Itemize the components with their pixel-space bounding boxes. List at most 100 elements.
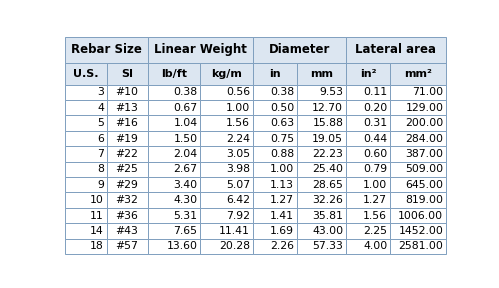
Text: 1.00: 1.00 <box>226 103 250 113</box>
Text: 1006.00: 1006.00 <box>398 211 443 221</box>
Text: 2581.00: 2581.00 <box>398 241 443 251</box>
Text: Rebar Size: Rebar Size <box>71 43 142 56</box>
Bar <box>200 177 252 192</box>
Bar <box>346 208 390 223</box>
Text: 509.00: 509.00 <box>405 164 443 175</box>
Text: 645.00: 645.00 <box>405 180 443 190</box>
Text: 11.41: 11.41 <box>219 226 250 236</box>
Text: 6: 6 <box>97 134 104 144</box>
Text: 32.26: 32.26 <box>312 195 343 205</box>
Text: 0.63: 0.63 <box>270 118 294 128</box>
Text: 0.79: 0.79 <box>363 164 387 175</box>
Text: 200.00: 200.00 <box>405 118 443 128</box>
Bar <box>297 146 346 162</box>
Text: Lateral area: Lateral area <box>355 43 437 56</box>
Text: 4: 4 <box>97 103 104 113</box>
Text: 43.00: 43.00 <box>312 226 343 236</box>
Text: 4.30: 4.30 <box>173 195 198 205</box>
Bar <box>65 115 106 131</box>
Bar <box>390 131 446 146</box>
Text: 3: 3 <box>97 87 104 97</box>
Bar <box>346 37 446 63</box>
Text: #13: #13 <box>116 103 139 113</box>
Bar <box>200 223 252 239</box>
Text: 129.00: 129.00 <box>405 103 443 113</box>
Text: SI: SI <box>121 69 133 79</box>
Bar <box>297 162 346 177</box>
Bar <box>297 100 346 115</box>
Bar <box>346 85 390 100</box>
Bar <box>65 146 106 162</box>
Bar <box>297 115 346 131</box>
Bar <box>65 208 106 223</box>
Bar <box>148 63 200 85</box>
Text: 1452.00: 1452.00 <box>398 226 443 236</box>
Text: 28.65: 28.65 <box>312 180 343 190</box>
Bar <box>252 146 297 162</box>
Bar <box>148 192 200 208</box>
Text: 2.04: 2.04 <box>173 149 198 159</box>
Bar <box>65 223 106 239</box>
Bar <box>390 63 446 85</box>
Bar <box>65 63 106 85</box>
Bar <box>346 131 390 146</box>
Bar <box>252 85 297 100</box>
Bar <box>297 223 346 239</box>
Text: Linear Weight: Linear Weight <box>154 43 247 56</box>
Bar <box>346 100 390 115</box>
Bar <box>390 146 446 162</box>
Text: 1.13: 1.13 <box>270 180 294 190</box>
Text: 11: 11 <box>90 211 104 221</box>
Bar <box>252 131 297 146</box>
Bar <box>390 177 446 192</box>
Bar <box>200 162 252 177</box>
Bar <box>148 37 252 63</box>
Bar <box>390 115 446 131</box>
Text: 2.26: 2.26 <box>270 241 294 251</box>
Bar <box>106 63 148 85</box>
Text: mm²: mm² <box>404 69 432 79</box>
Bar <box>200 115 252 131</box>
Bar <box>106 85 148 100</box>
Bar <box>390 208 446 223</box>
Text: 0.20: 0.20 <box>363 103 387 113</box>
Text: Diameter: Diameter <box>268 43 330 56</box>
Bar <box>65 177 106 192</box>
Text: #43: #43 <box>116 226 139 236</box>
Text: 0.60: 0.60 <box>363 149 387 159</box>
Text: 1.04: 1.04 <box>173 118 198 128</box>
Bar <box>346 192 390 208</box>
Bar <box>297 63 346 85</box>
Text: 1.27: 1.27 <box>270 195 294 205</box>
Bar <box>346 146 390 162</box>
Bar <box>106 131 148 146</box>
Bar <box>297 177 346 192</box>
Text: 2.25: 2.25 <box>363 226 387 236</box>
Bar <box>200 131 252 146</box>
Bar <box>148 208 200 223</box>
Text: 1.69: 1.69 <box>270 226 294 236</box>
Bar <box>65 85 106 100</box>
Text: 9.53: 9.53 <box>319 87 343 97</box>
Bar <box>148 146 200 162</box>
Bar <box>106 162 148 177</box>
Text: #16: #16 <box>116 118 139 128</box>
Text: 7.92: 7.92 <box>226 211 250 221</box>
Text: 12.70: 12.70 <box>312 103 343 113</box>
Bar <box>252 192 297 208</box>
Bar <box>252 63 297 85</box>
Bar <box>346 177 390 192</box>
Bar <box>200 192 252 208</box>
Text: 0.67: 0.67 <box>173 103 198 113</box>
Bar <box>106 239 148 254</box>
Text: 13.60: 13.60 <box>167 241 198 251</box>
Bar <box>200 63 252 85</box>
Bar <box>148 239 200 254</box>
Text: 19.05: 19.05 <box>312 134 343 144</box>
Text: 57.33: 57.33 <box>312 241 343 251</box>
Bar <box>106 208 148 223</box>
Text: 7: 7 <box>97 149 104 159</box>
Text: 20.28: 20.28 <box>219 241 250 251</box>
Text: 0.38: 0.38 <box>173 87 198 97</box>
Bar <box>252 239 297 254</box>
